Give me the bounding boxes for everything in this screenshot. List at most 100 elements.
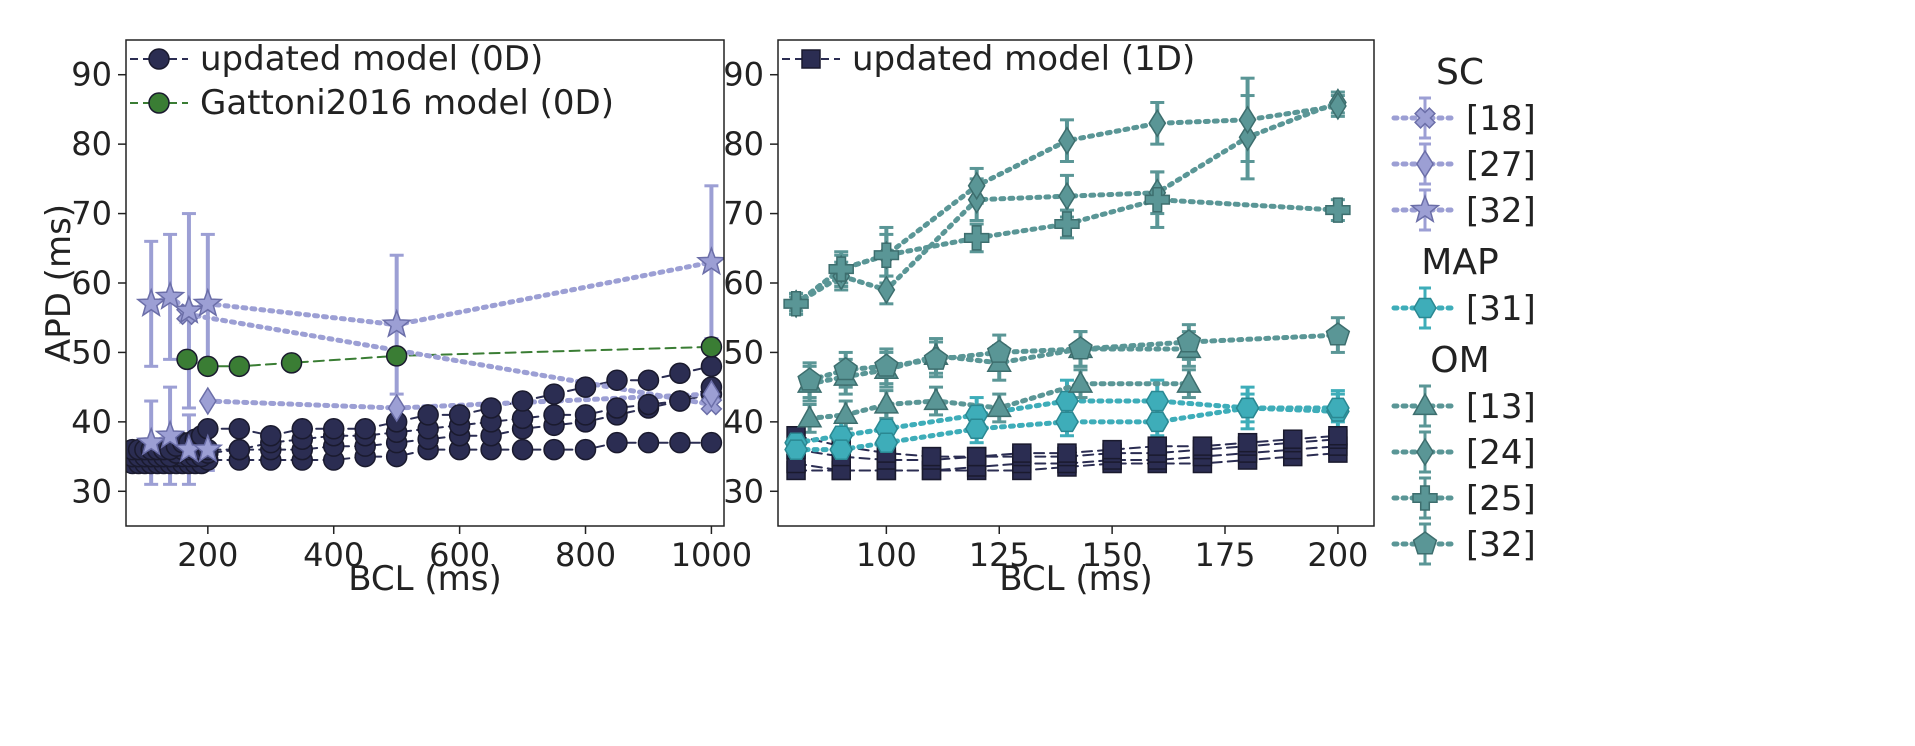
data-point bbox=[387, 393, 406, 423]
data-point bbox=[796, 404, 823, 428]
x-tick-label: 600 bbox=[429, 536, 490, 574]
legend-marker bbox=[801, 49, 821, 69]
legend-label: Gattoni2016 model (0D) bbox=[200, 83, 614, 123]
data-point bbox=[154, 419, 186, 449]
data-point bbox=[1145, 390, 1170, 412]
data-point bbox=[700, 336, 723, 358]
x-tick-label: 400 bbox=[303, 536, 364, 574]
shared-legend: SC [18] [27] [32] MAP [31] OM [13] [24] [25] [32] bbox=[1391, 52, 1536, 566]
y-tick-label: 30 bbox=[723, 472, 764, 510]
data-point bbox=[354, 418, 376, 440]
data-point bbox=[797, 367, 822, 391]
data-point bbox=[921, 446, 942, 467]
legend-label: [31] bbox=[1466, 289, 1536, 329]
data-point bbox=[1237, 432, 1258, 453]
shared-legend-entry: [25] bbox=[1391, 476, 1536, 520]
data-point bbox=[606, 369, 628, 391]
legend-group-title: MAP bbox=[1421, 242, 1498, 283]
data-point bbox=[176, 348, 198, 371]
data-point bbox=[1055, 411, 1079, 433]
data-point bbox=[833, 356, 858, 381]
left-panel: 30 40 50 60 70 80 90 200 400 600 800 1000 BCL (ms) AP… bbox=[39, 39, 752, 599]
shared-legend-entry: [32] bbox=[1391, 188, 1536, 232]
y-tick-label: 80 bbox=[71, 125, 112, 163]
y-tick-label: 50 bbox=[71, 333, 112, 371]
legend-marker bbox=[1409, 193, 1441, 224]
data-point bbox=[874, 432, 899, 453]
data-point bbox=[1238, 105, 1257, 135]
right-panel: 30 40 50 60 70 80 90 100 125 150 175 200 BCL (ms) upd… bbox=[723, 39, 1375, 599]
series-line-4 bbox=[186, 345, 713, 368]
legend-marker bbox=[148, 48, 170, 70]
plot-area-right bbox=[783, 76, 1351, 481]
data-point bbox=[197, 355, 219, 378]
x-tick-label: 200 bbox=[1307, 536, 1368, 574]
data-point bbox=[135, 426, 167, 456]
data-point bbox=[669, 362, 691, 385]
data-point bbox=[784, 439, 808, 460]
y-tick-label: 80 bbox=[723, 125, 764, 163]
legend-label: updated model (1D) bbox=[852, 39, 1195, 79]
data-point bbox=[1176, 370, 1202, 393]
data-point bbox=[1058, 126, 1076, 156]
y-tick-label: 70 bbox=[723, 195, 764, 233]
y-tick-label: 50 bbox=[723, 333, 764, 371]
x-tick-label: 1000 bbox=[671, 536, 752, 574]
data-point bbox=[1192, 436, 1213, 456]
data-point bbox=[1144, 186, 1171, 213]
plot-area-left bbox=[126, 184, 724, 486]
legend-marker bbox=[1414, 107, 1436, 129]
data-point bbox=[967, 171, 986, 201]
data-point bbox=[1238, 122, 1257, 152]
data-point bbox=[873, 390, 900, 414]
data-point bbox=[228, 438, 251, 461]
data-point bbox=[192, 287, 224, 317]
data-point bbox=[1054, 211, 1080, 237]
legend-entry: updated model (0D) bbox=[130, 39, 543, 79]
data-point bbox=[381, 308, 413, 338]
series-line-7 bbox=[148, 259, 714, 328]
data-point bbox=[1058, 181, 1076, 211]
legend-marker bbox=[148, 92, 170, 114]
y-tick-label: 60 bbox=[723, 264, 764, 302]
data-point bbox=[877, 275, 896, 305]
legend-group-title: SC bbox=[1436, 52, 1484, 93]
shared-legend-entry: [18] bbox=[1391, 96, 1536, 140]
legend-label: [18] bbox=[1466, 99, 1536, 139]
data-point bbox=[1067, 370, 1094, 393]
data-point bbox=[923, 387, 949, 411]
data-point bbox=[1012, 443, 1032, 463]
data-point bbox=[574, 376, 597, 398]
shared-legend-entry: [27] bbox=[1391, 142, 1536, 186]
series-line-5 bbox=[184, 311, 714, 407]
legend-label: updated model (0D) bbox=[200, 39, 543, 79]
data-point bbox=[986, 394, 1012, 418]
data-point bbox=[543, 438, 565, 461]
data-point bbox=[1148, 108, 1167, 138]
legend-label: [32] bbox=[1466, 525, 1536, 565]
data-point bbox=[829, 439, 854, 460]
legend-entry: Gattoni2016 model (0D) bbox=[130, 83, 614, 123]
legend-label: [27] bbox=[1466, 145, 1536, 185]
data-point bbox=[637, 431, 660, 454]
data-point bbox=[1325, 197, 1351, 223]
data-point bbox=[1176, 329, 1202, 353]
data-point bbox=[1147, 436, 1168, 456]
data-point bbox=[964, 418, 989, 440]
x-tick-label: 800 bbox=[555, 536, 616, 574]
data-point bbox=[192, 433, 224, 463]
data-point bbox=[700, 431, 723, 454]
legend-label: [32] bbox=[1466, 191, 1536, 231]
legend-label: [13] bbox=[1466, 387, 1536, 427]
data-point bbox=[280, 352, 303, 374]
data-point bbox=[986, 339, 1012, 363]
data-point bbox=[1145, 411, 1170, 433]
data-point bbox=[543, 383, 565, 405]
legend-entry: updated model (1D) bbox=[782, 39, 1195, 79]
data-point bbox=[322, 418, 345, 440]
legend-marker bbox=[1412, 392, 1438, 416]
legend-group-title: OM bbox=[1430, 340, 1489, 381]
data-point bbox=[1282, 429, 1303, 449]
data-point bbox=[669, 431, 691, 454]
